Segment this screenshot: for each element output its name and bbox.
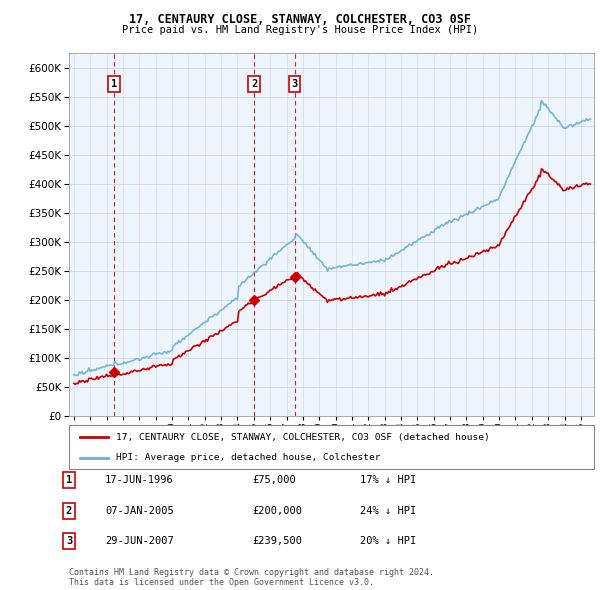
Text: 1: 1	[111, 79, 117, 89]
Text: HPI: Average price, detached house, Colchester: HPI: Average price, detached house, Colc…	[116, 454, 381, 463]
Text: 2: 2	[66, 506, 72, 516]
Text: 17, CENTAURY CLOSE, STANWAY, COLCHESTER, CO3 0SF (detached house): 17, CENTAURY CLOSE, STANWAY, COLCHESTER,…	[116, 432, 490, 442]
Text: Contains HM Land Registry data © Crown copyright and database right 2024.
This d: Contains HM Land Registry data © Crown c…	[69, 568, 434, 587]
Text: £75,000: £75,000	[252, 475, 296, 485]
Text: 3: 3	[66, 536, 72, 546]
Text: 07-JAN-2005: 07-JAN-2005	[105, 506, 174, 516]
Text: 20% ↓ HPI: 20% ↓ HPI	[360, 536, 416, 546]
Text: 17% ↓ HPI: 17% ↓ HPI	[360, 475, 416, 485]
Text: 3: 3	[292, 79, 298, 89]
Text: 17, CENTAURY CLOSE, STANWAY, COLCHESTER, CO3 0SF: 17, CENTAURY CLOSE, STANWAY, COLCHESTER,…	[129, 13, 471, 26]
Text: Price paid vs. HM Land Registry's House Price Index (HPI): Price paid vs. HM Land Registry's House …	[122, 25, 478, 35]
Text: 24% ↓ HPI: 24% ↓ HPI	[360, 506, 416, 516]
Text: 1: 1	[66, 475, 72, 485]
FancyBboxPatch shape	[69, 425, 594, 469]
Text: £200,000: £200,000	[252, 506, 302, 516]
Text: 17-JUN-1996: 17-JUN-1996	[105, 475, 174, 485]
Text: 29-JUN-2007: 29-JUN-2007	[105, 536, 174, 546]
Text: 2: 2	[251, 79, 257, 89]
Text: £239,500: £239,500	[252, 536, 302, 546]
